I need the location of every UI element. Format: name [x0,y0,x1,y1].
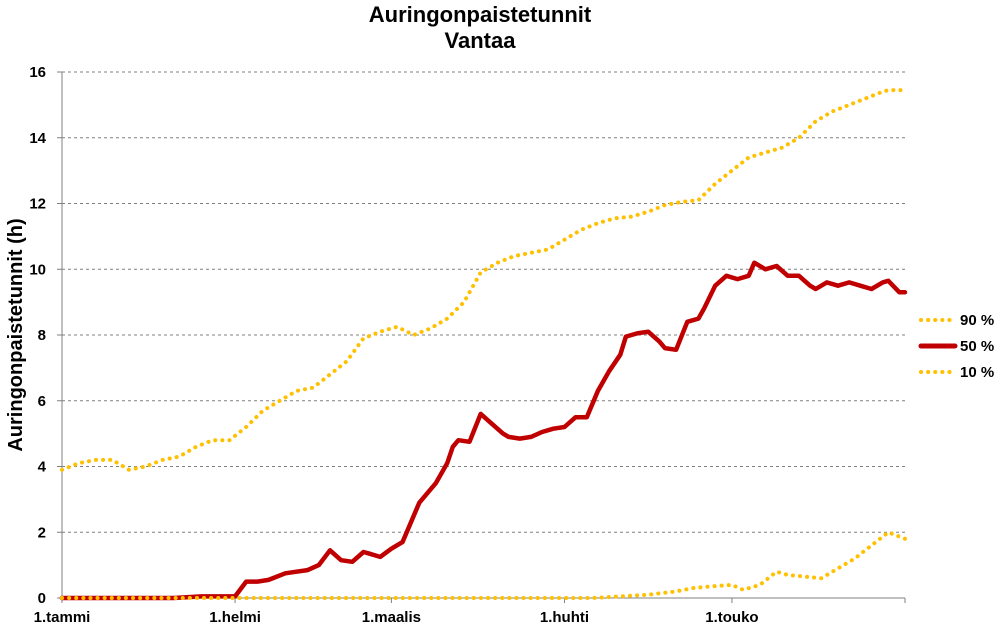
y-tick-label: 10 [29,261,46,278]
legend-label: 10 % [960,364,994,381]
chart-title: Auringonpaistetunnit [369,2,592,27]
series-lines [59,88,908,601]
series-line-2 [60,530,907,600]
legend-label: 50 % [960,338,994,355]
y-axis-title: Auringonpaistetunnit (h) [5,218,27,451]
y-tick-label: 6 [38,393,46,410]
y-tick-label: 14 [29,130,46,147]
x-tick-label: 1.touko [705,609,758,626]
gridlines [57,71,906,603]
legend: 90 % 50 % 10 % [918,312,994,381]
y-tick-label: 12 [29,196,46,213]
legend-label: 90 % [960,312,994,329]
chart-subtitle: Vantaa [445,28,517,53]
y-tick-label: 0 [38,590,46,607]
x-tick-label: 1.helmi [209,609,261,626]
y-tick-label: 8 [38,327,46,344]
y-tick-labels: 0 2 4 6 8 10 12 14 16 [29,64,46,607]
y-tick-label: 2 [38,524,46,541]
series-line-1 [59,260,908,601]
series-line-0 [60,88,907,472]
x-tick-label: 1.huhti [540,609,589,626]
x-tick-labels: 1.tammi 1.helmi 1.maalis 1.huhti 1.touko [34,609,759,626]
x-tick-label: 1.tammi [34,609,91,626]
y-tick-label: 4 [38,459,47,476]
y-tick-label: 16 [29,64,46,81]
x-tick-label: 1.maalis [362,609,421,626]
